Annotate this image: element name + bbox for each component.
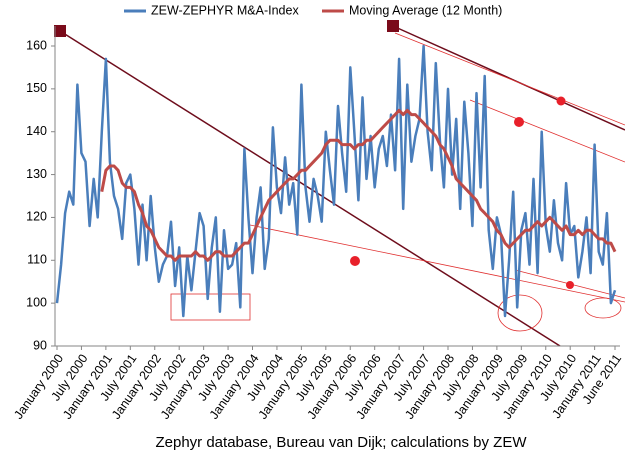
y-tick-label: 150 <box>26 81 47 95</box>
marker-dot <box>514 117 524 127</box>
y-tick-label: 90 <box>33 338 47 352</box>
highlight-box <box>170 293 251 321</box>
legend-label: ZEW-ZEPHYR M&A-Index <box>151 3 299 17</box>
marker-dot <box>556 96 566 106</box>
trend-line <box>59 30 561 347</box>
marker-dot <box>566 281 574 289</box>
marker-square <box>387 20 399 32</box>
y-tick-label: 130 <box>26 167 47 181</box>
highlight-ellipse <box>497 294 543 332</box>
trend-line <box>394 32 625 126</box>
trend-line <box>249 224 625 303</box>
marker-dot <box>350 256 360 266</box>
marker-square <box>54 25 66 37</box>
y-tick-label: 160 <box>26 38 47 52</box>
chart-footer: Zephyr database, Bureau van Dijk; calcul… <box>155 434 527 451</box>
y-tick-label: 120 <box>26 210 47 224</box>
series-line <box>55 44 617 318</box>
y-tick-label: 100 <box>26 295 47 309</box>
annotations <box>54 20 625 347</box>
trend-line <box>392 25 625 131</box>
series-line <box>100 108 617 262</box>
trend-line <box>469 99 625 163</box>
y-tick-label: 140 <box>26 124 47 138</box>
legend-label: Moving Average (12 Month) <box>349 3 502 17</box>
y-tick-label: 110 <box>27 253 47 267</box>
highlight-ellipse <box>584 297 622 319</box>
